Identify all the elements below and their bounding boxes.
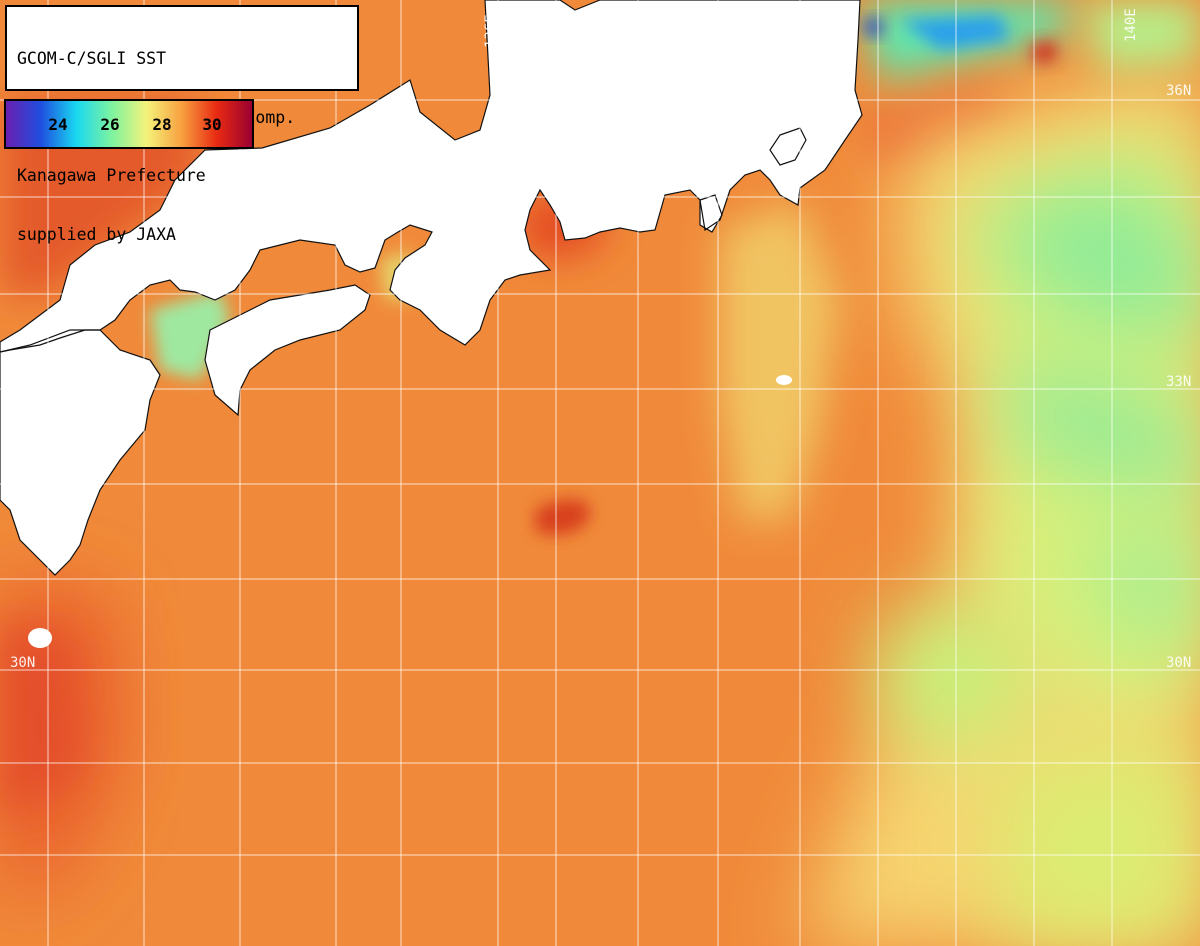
lon-label-140e: 140E bbox=[1123, 8, 1139, 42]
land-honshu bbox=[0, 0, 862, 352]
lat-label-33n-left: 33N bbox=[10, 374, 35, 390]
lat-label-30n-right: 30N bbox=[1166, 655, 1191, 671]
coastline-segment bbox=[0, 0, 863, 353]
legend-tick-26: 26 bbox=[100, 115, 120, 134]
title-line-publisher: Kanagawa Prefecture bbox=[17, 166, 206, 185]
legend-tick-24: 24 bbox=[48, 115, 68, 134]
lat-label-33n-right: 33N bbox=[1166, 374, 1191, 390]
color-scale-gradient bbox=[6, 101, 252, 147]
coastline-segment bbox=[204, 284, 371, 417]
lat-label-36n-right: 36N bbox=[1166, 83, 1191, 99]
coastline-segment bbox=[699, 194, 723, 233]
grid-labels: 136E 140E 36N 33N 30N 33N 30N bbox=[10, 8, 1191, 671]
color-scale-legend: 24 26 28 30 bbox=[4, 99, 254, 149]
land-kyushu bbox=[0, 330, 160, 575]
lat-label-30n-left: 30N bbox=[10, 655, 35, 671]
coastline-segment bbox=[0, 329, 161, 576]
land-shikoku bbox=[205, 285, 370, 415]
legend-tick-28: 28 bbox=[152, 115, 172, 134]
title-line-product: GCOM-C/SGLI SST bbox=[17, 49, 167, 68]
land-masses bbox=[0, 0, 862, 648]
map-title-box: GCOM-C/SGLI SST ~2025/08/07 (UTC) Week C… bbox=[5, 5, 359, 244]
legend-tick-30: 30 bbox=[202, 115, 222, 134]
lon-label-136e: 136E bbox=[483, 14, 499, 48]
title-line-source: supplied by JAXA bbox=[17, 224, 176, 244]
